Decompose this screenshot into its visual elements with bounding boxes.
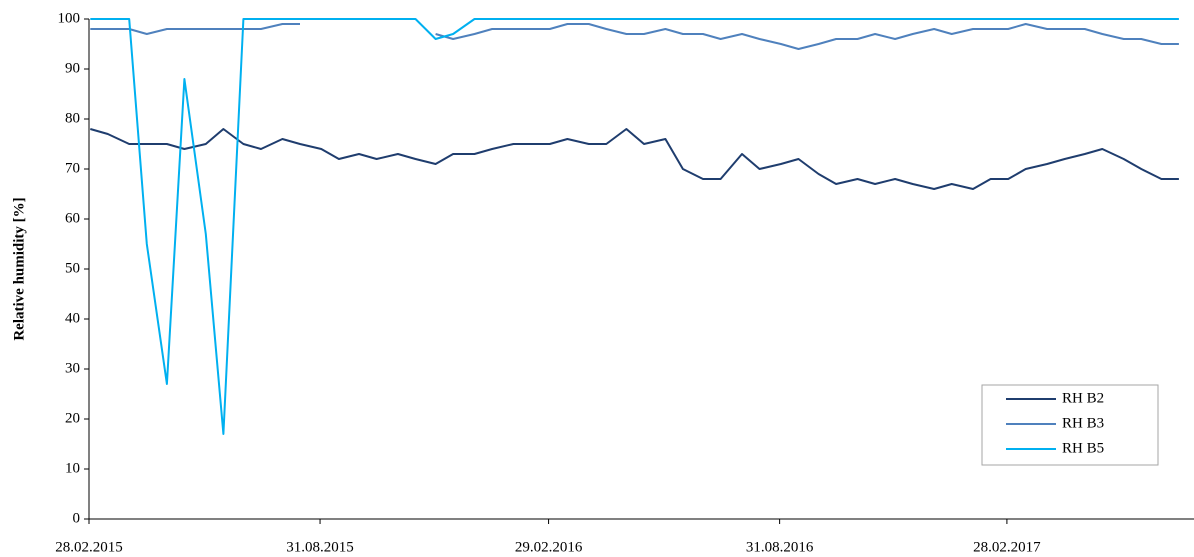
series-line (90, 18, 1179, 435)
y-tick-label: 50 (65, 260, 80, 276)
y-tick-label: 30 (65, 360, 80, 376)
y-tick-label: 40 (65, 310, 80, 326)
series-line (90, 23, 1179, 50)
y-axis-label: Relative humidity [%] (11, 197, 27, 340)
x-tick-label: 28.02.2015 (55, 539, 123, 555)
x-tick-label: 29.02.2016 (515, 539, 583, 555)
x-tick-label: 31.08.2015 (286, 539, 354, 555)
y-tick-label: 100 (58, 10, 81, 26)
legend-label: RH B5 (1062, 440, 1104, 456)
x-tick-label: 28.02.2017 (973, 539, 1041, 555)
y-tick-label: 70 (65, 160, 80, 176)
y-tick-label: 20 (65, 410, 80, 426)
y-tick-label: 60 (65, 210, 80, 226)
y-tick-label: 80 (65, 110, 80, 126)
y-tick-label: 10 (65, 460, 80, 476)
legend-label: RH B2 (1062, 390, 1104, 406)
x-tick-label: 31.08.2016 (746, 539, 814, 555)
y-tick-label: 0 (73, 510, 81, 526)
y-tick-label: 90 (65, 60, 80, 76)
series-line (90, 128, 1179, 190)
legend-label: RH B3 (1062, 415, 1104, 431)
